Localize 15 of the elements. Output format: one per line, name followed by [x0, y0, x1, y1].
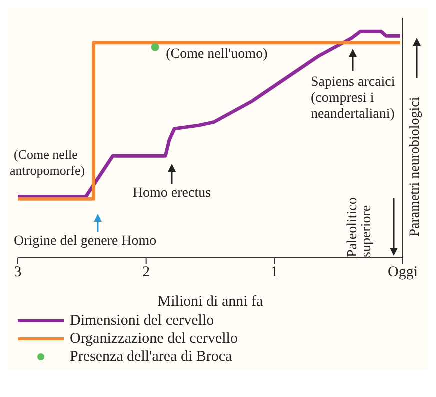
y-axis-title: Parametri neurobiologici: [408, 96, 424, 239]
annotation: (Come nell'uomo): [165, 46, 269, 63]
annotation: Homo erectus: [132, 186, 212, 202]
x-tick-label: 2: [142, 264, 150, 281]
x-tick-label: 3: [14, 264, 22, 281]
x-tick-label: Oggi: [388, 264, 418, 281]
x-axis-title: Milioni di anni fa: [158, 294, 264, 310]
annotation: (Come nelle antropomorfe): [10, 146, 86, 179]
annotation: Sapiens arcaici (compresi i neandertaliani): [310, 74, 396, 123]
annotation: Origine del genere Homo: [14, 234, 158, 250]
legend-label: Presenza dell'area di Broca: [70, 348, 232, 366]
legend-label: Organizzazione del cervello: [70, 330, 238, 348]
annotation: Paleolitico superiore: [346, 196, 374, 258]
legend-label: Dimensioni del cervello: [70, 312, 214, 330]
x-tick-label: 1: [270, 264, 278, 281]
